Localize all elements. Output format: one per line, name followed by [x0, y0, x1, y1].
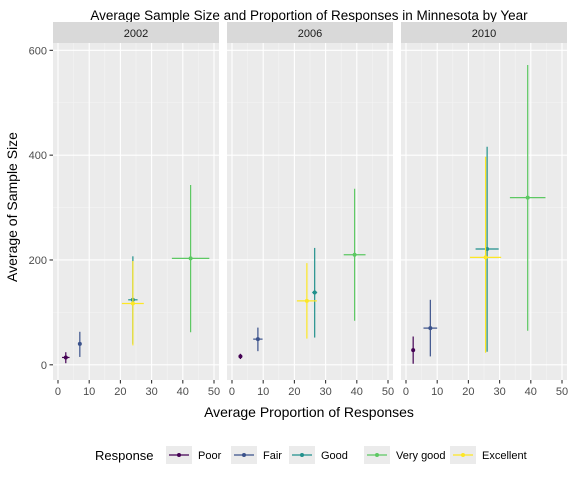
x-tick-label: 50 — [382, 386, 394, 398]
legend-entry-fair: Fair — [231, 446, 282, 464]
point-marker — [130, 301, 135, 306]
x-tick-label: 20 — [288, 386, 300, 398]
point-marker — [77, 341, 82, 346]
legend-key-point — [461, 453, 465, 457]
facet-strip — [53, 22, 219, 43]
point-marker — [411, 348, 416, 353]
x-axis-title: Average Proportion of Responses — [204, 404, 414, 420]
data-point-very-good — [343, 188, 366, 321]
facet-panel-2006: 2006 0 10 20 30 40 50 — [227, 22, 394, 398]
point-marker — [428, 326, 433, 331]
legend-label: Excellent — [482, 450, 527, 462]
data-point-poor — [62, 352, 70, 364]
legend-label: Good — [321, 450, 348, 462]
legend-key-point — [300, 453, 304, 457]
data-point-poor — [238, 353, 243, 360]
point-marker — [188, 256, 193, 261]
facet-strip — [227, 22, 393, 43]
legend-entries: Poor Fair Good Very good Excellent — [166, 446, 527, 464]
legend-key-point — [242, 453, 246, 457]
data-point-poor — [411, 336, 416, 364]
point-marker — [238, 354, 243, 359]
x-tick-label: 10 — [83, 386, 95, 398]
legend-label: Poor — [198, 450, 222, 462]
facet-panel-2002: 2002 0 10 20 30 40 50 — [53, 22, 220, 398]
data-point-fair — [423, 299, 438, 357]
point-marker — [255, 337, 260, 342]
point-marker — [304, 298, 309, 303]
legend-title: Response — [95, 448, 154, 463]
facet-strip-label: 2002 — [124, 28, 148, 40]
data-point-excellent — [121, 261, 144, 346]
point-marker — [525, 195, 530, 200]
data-point-good — [312, 247, 318, 338]
point-marker — [352, 252, 357, 257]
x-tick-label: 10 — [431, 386, 443, 398]
facet-strip-label: 2010 — [472, 28, 496, 40]
x-tick-label: 50 — [556, 386, 568, 398]
y-tick-label: 0 — [41, 360, 47, 372]
legend: Response Poor Fair Good Very good Excellent — [95, 446, 527, 464]
data-point-fair — [77, 331, 82, 357]
x-tick-label: 50 — [208, 386, 220, 398]
legend-entry-poor: Poor — [166, 446, 222, 464]
facet-strip-label: 2006 — [298, 28, 322, 40]
data-point-excellent — [296, 263, 317, 339]
data-point-very-good — [509, 65, 546, 331]
x-tick-label: 0 — [229, 386, 235, 398]
x-tick-label: 20 — [114, 386, 126, 398]
legend-key-point — [177, 453, 181, 457]
y-axis: 0 200 400 600 — [29, 45, 53, 372]
x-tick-label: 30 — [319, 386, 331, 398]
facet-strip — [401, 22, 567, 43]
legend-key-point — [375, 453, 379, 457]
y-tick-label: 600 — [29, 45, 47, 57]
legend-label: Fair — [263, 450, 282, 462]
x-tick-label: 30 — [493, 386, 505, 398]
x-tick-label: 20 — [462, 386, 474, 398]
x-tick-label: 0 — [55, 386, 61, 398]
legend-entry-very-good: Very good — [364, 446, 446, 464]
x-tick-label: 0 — [403, 386, 409, 398]
y-axis-title: Average of Sample Size — [4, 132, 20, 282]
legend-label: Very good — [396, 450, 446, 462]
data-point-very-good — [171, 185, 210, 333]
y-tick-label: 200 — [29, 255, 47, 267]
legend-entry-good: Good — [289, 446, 348, 464]
point-marker — [483, 255, 488, 260]
point-marker — [63, 355, 68, 360]
x-tick-label: 40 — [525, 386, 537, 398]
legend-entry-excellent: Excellent — [450, 446, 527, 464]
x-tick-label: 40 — [177, 386, 189, 398]
y-tick-label: 400 — [29, 150, 47, 162]
x-tick-label: 30 — [145, 386, 157, 398]
x-tick-label: 40 — [351, 386, 363, 398]
point-marker — [312, 290, 317, 295]
chart-title: Average Sample Size and Proportion of Re… — [90, 8, 528, 23]
x-tick-label: 10 — [257, 386, 269, 398]
data-point-excellent — [469, 156, 502, 353]
data-point-fair — [253, 327, 263, 352]
facet-panel-2010: 2010 0 10 20 30 40 50 — [401, 22, 568, 398]
